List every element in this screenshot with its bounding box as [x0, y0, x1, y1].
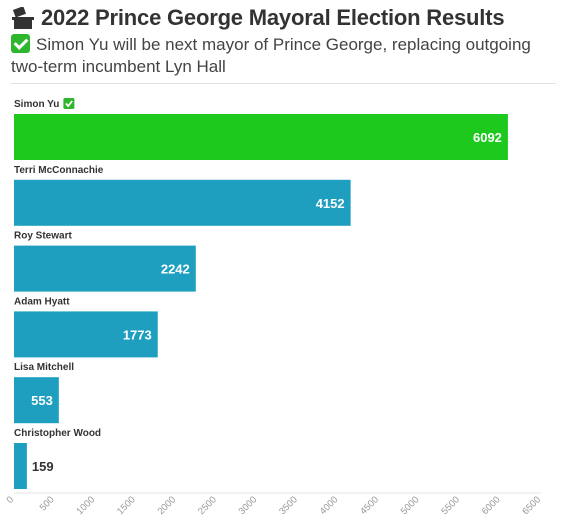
chart-title: 2022 Prince George Mayoral Election Resu… — [41, 5, 505, 30]
x-tick-label: 6500 — [520, 494, 543, 517]
x-tick-label: 3000 — [237, 494, 260, 517]
winner-check-icon — [63, 98, 75, 109]
x-tick-label: 500 — [38, 494, 57, 513]
x-tick-label: 6000 — [480, 494, 503, 517]
value-label: 2242 — [161, 262, 190, 277]
value-label: 6092 — [473, 130, 502, 145]
chart-subtitle: Simon Yu will be next mayor of Prince Ge… — [11, 34, 556, 78]
x-tick-label: 0 — [5, 494, 17, 506]
x-tick-label: 5500 — [439, 494, 462, 517]
x-tick-label: 3500 — [277, 494, 300, 517]
value-label: 159 — [32, 459, 54, 474]
title-row: 2022 Prince George Mayoral Election Resu… — [11, 4, 556, 32]
ballot-box-icon — [12, 7, 34, 29]
x-tick-label: 2500 — [196, 494, 219, 517]
x-tick-label: 4000 — [318, 494, 341, 517]
value-label: 1773 — [123, 327, 152, 342]
bar — [14, 245, 196, 292]
bar — [14, 311, 158, 358]
header-divider — [11, 83, 556, 84]
x-tick-label: 1000 — [74, 494, 97, 517]
chart-header: 2022 Prince George Mayoral Election Resu… — [11, 4, 556, 78]
x-tick-label: 1500 — [115, 494, 138, 517]
check-mark-icon — [11, 34, 30, 53]
candidate-label: Christopher Wood — [14, 428, 101, 439]
value-label: 553 — [31, 393, 53, 408]
x-tick-label: 4500 — [358, 494, 381, 517]
subtitle-text: Simon Yu will be next mayor of Prince Ge… — [11, 35, 531, 76]
candidate-label: Roy Stewart — [14, 231, 72, 242]
bar — [14, 114, 508, 160]
candidate-label: Simon Yu — [14, 99, 59, 110]
candidate-label: Adam Hyatt — [14, 296, 70, 307]
winner-check-mark — [65, 100, 73, 108]
bar — [14, 377, 59, 424]
x-tick-label: 5000 — [399, 494, 422, 517]
bar — [14, 443, 27, 489]
value-label: 4152 — [316, 196, 345, 211]
candidate-label: Lisa Mitchell — [14, 362, 74, 373]
bar — [14, 179, 351, 226]
x-tick-label: 2000 — [156, 494, 179, 517]
candidate-label: Terri McConnachie — [14, 165, 104, 176]
